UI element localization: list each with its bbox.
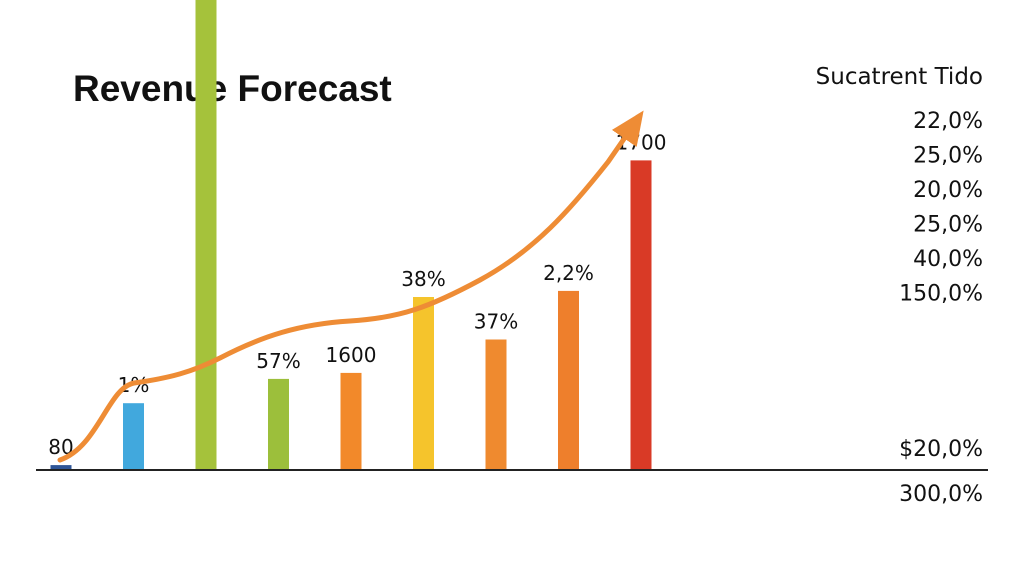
baseline-label-bottom: 300,0%: [899, 482, 983, 507]
bar-label-8: 2,2%: [543, 261, 594, 285]
right-label-5: 40,0%: [913, 247, 983, 272]
bar-2: [123, 403, 144, 470]
bar-label-6: 38%: [401, 267, 445, 291]
bar-1: [50, 465, 72, 470]
bar-6: [413, 297, 434, 470]
bar-4: [268, 378, 289, 470]
right-label-4: 25,0%: [913, 213, 983, 238]
bar-3: [195, 0, 217, 471]
right-label-2: 25,0%: [913, 144, 983, 169]
right-labels: 22,0% 25,0% 20,0% 25,0% 40,0% 150,0%: [899, 109, 983, 307]
chart-title: Revenue Forecast: [73, 68, 392, 109]
bar-7: [485, 339, 507, 470]
bar-5: [340, 372, 362, 470]
right-label-6: 150,0%: [899, 282, 983, 307]
right-label-3: 20,0%: [913, 178, 983, 203]
bar-label-5: 1600: [326, 343, 377, 367]
legend-title: Sucatrent Tido: [816, 64, 983, 90]
bars-group: [50, 0, 652, 471]
bar-9: [630, 160, 652, 470]
bar-8: [558, 290, 579, 470]
bar-label-7: 37%: [474, 310, 518, 334]
baseline-label-top: $20,0%: [899, 437, 983, 462]
bar-label-4: 57%: [256, 349, 300, 373]
right-label-1: 22,0%: [913, 109, 983, 134]
trend-arrow: [57, 110, 644, 463]
